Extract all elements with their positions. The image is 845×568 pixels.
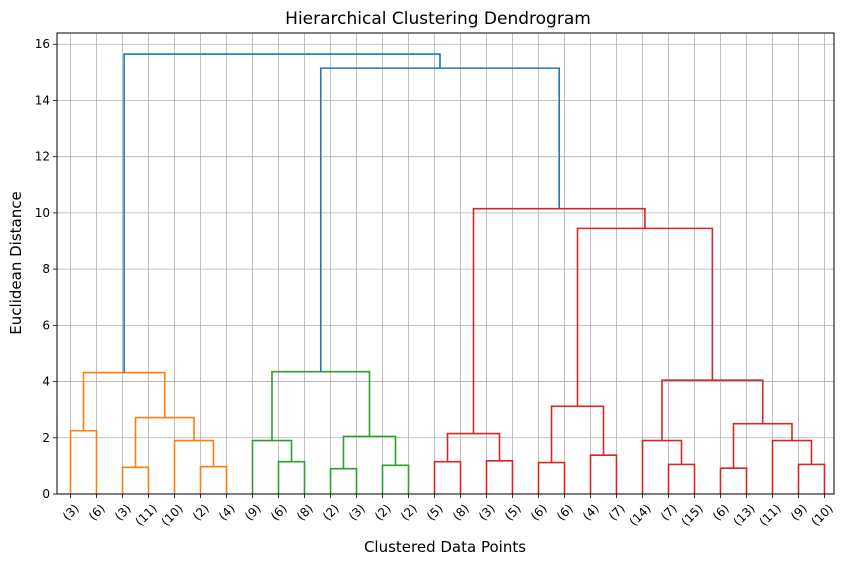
x-tick-label: (2) <box>372 501 394 523</box>
y-tick-label: 12 <box>35 150 50 164</box>
x-tick-label: (3) <box>112 501 134 523</box>
dendrogram-link <box>134 416 195 468</box>
x-tick-label: (2) <box>398 501 420 523</box>
x-tick-label: (8) <box>294 501 316 523</box>
dendrogram-link <box>485 460 514 494</box>
x-tick-label: (13) <box>731 501 758 528</box>
dendrogram-link <box>271 370 371 441</box>
y-axis-label: Euclidean Distance <box>7 191 25 334</box>
dendrogram-link <box>433 460 462 494</box>
dendrogram-link <box>641 439 683 494</box>
x-tick-label: (11) <box>757 501 784 528</box>
x-tick-label: (10) <box>159 501 186 528</box>
dendrogram-link <box>667 463 696 494</box>
x-tick-label: (4) <box>216 501 238 523</box>
x-tick-label: (5) <box>424 501 446 523</box>
x-tick-label: (7) <box>658 501 680 523</box>
x-tick-label: (6) <box>86 501 108 523</box>
dendrogram-links <box>69 53 826 494</box>
y-tick-label: 0 <box>42 487 50 501</box>
dendrogram-link <box>123 53 441 373</box>
dendrogram-link <box>319 67 561 372</box>
y-tick-label: 2 <box>42 431 50 445</box>
x-tick-label: (6) <box>710 501 732 523</box>
x-tick-label: (6) <box>554 501 576 523</box>
x-tick-label: (9) <box>788 501 810 523</box>
y-tick-label: 10 <box>35 206 50 220</box>
x-tick-label: (15) <box>679 501 706 528</box>
axis-ticks: (3) (6) (3)(11)(10) (2) (4) (9) (6) (8) (2) (3) (2… <box>35 37 836 529</box>
dendrogram-link <box>69 429 98 494</box>
x-tick-label: (11) <box>133 501 160 528</box>
x-tick-label: (8) <box>450 501 472 523</box>
dendrogram-link <box>329 467 358 494</box>
grid-lines <box>57 33 834 495</box>
dendrogram-link <box>121 466 150 494</box>
dendrogram-link <box>589 454 618 494</box>
dendrogram-link <box>199 465 228 494</box>
dendrogram-link <box>472 207 646 434</box>
dendrogram-link <box>732 422 793 469</box>
x-tick-label: (2) <box>190 501 212 523</box>
dendrogram-link <box>719 467 748 494</box>
x-tick-label: (3) <box>346 501 368 523</box>
dendrogram-link <box>537 461 566 494</box>
x-tick-label: (7) <box>606 501 628 523</box>
y-tick-label: 6 <box>42 318 50 332</box>
x-tick-label: (5) <box>502 501 524 523</box>
dendrogram-link <box>797 463 826 494</box>
dendrogram-link <box>661 379 764 441</box>
plot-frame <box>56 32 835 495</box>
dendrogram-link <box>251 439 293 494</box>
dendrogram-link <box>576 227 714 407</box>
x-tick-label: (3) <box>476 501 498 523</box>
x-tick-label: (14) <box>627 501 654 528</box>
x-tick-label: (6) <box>528 501 550 523</box>
x-tick-label: (2) <box>320 501 342 523</box>
dendrogram-link <box>381 464 410 494</box>
y-tick-label: 4 <box>42 375 50 389</box>
x-tick-label: (4) <box>580 501 602 523</box>
y-tick-label: 14 <box>35 93 50 107</box>
dendrogram-link <box>342 435 397 469</box>
x-tick-label: (3) <box>60 501 82 523</box>
x-axis-label: Clustered Data Points <box>364 538 526 556</box>
y-tick-label: 8 <box>42 262 50 276</box>
chart-title: Hierarchical Clustering Dendrogram <box>285 9 591 29</box>
dendrogram-link <box>82 371 166 431</box>
x-tick-label: (9) <box>242 501 264 523</box>
dendrogram-link <box>277 460 306 494</box>
dendrogram-link <box>771 439 813 494</box>
x-tick-label: (6) <box>268 501 290 523</box>
y-tick-label: 16 <box>35 37 50 51</box>
dendrogram-link <box>550 405 605 463</box>
x-tick-label: (10) <box>809 501 836 528</box>
